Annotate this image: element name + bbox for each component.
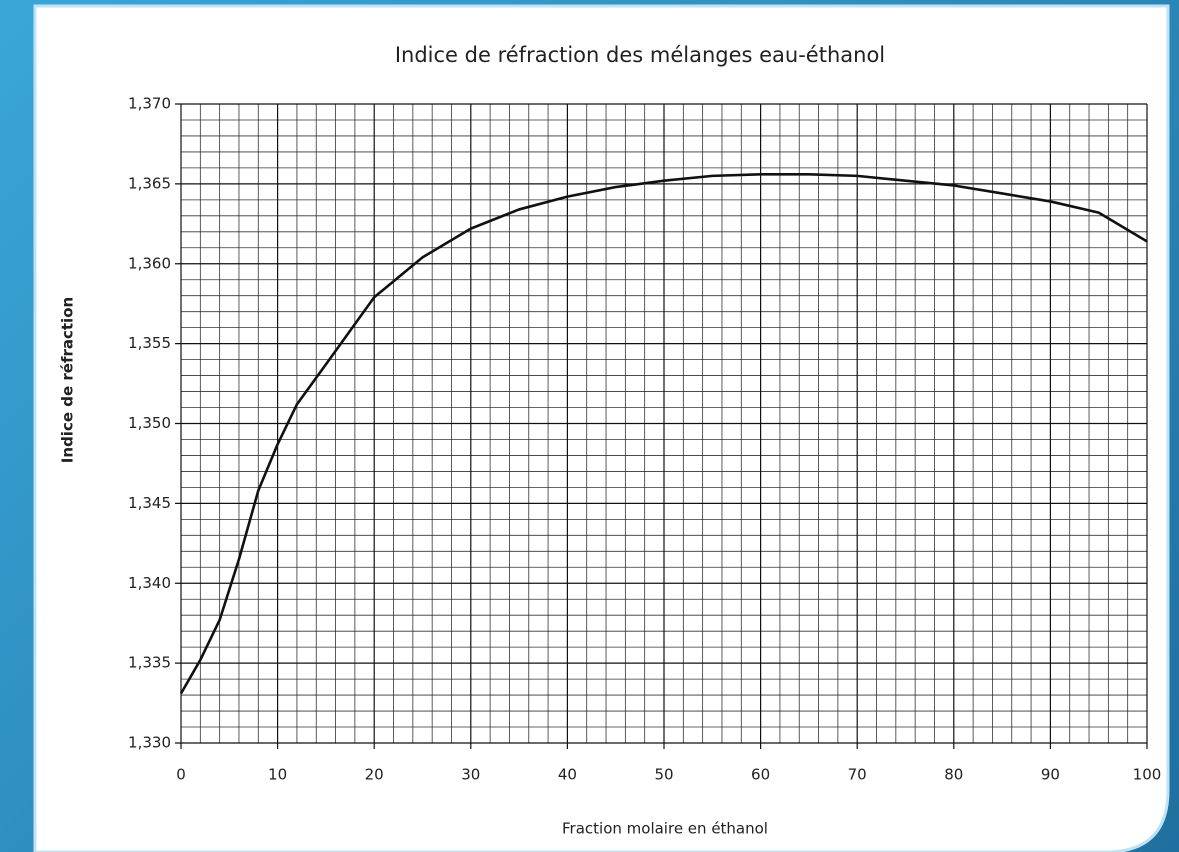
x-tick-label: 30	[461, 766, 480, 784]
y-tick-label: 1,350	[128, 414, 171, 432]
y-tick-label: 1,340	[128, 574, 171, 592]
x-tick-label: 40	[558, 766, 577, 784]
data-line	[179, 172, 1148, 695]
x-tick-label: 100	[1133, 766, 1162, 784]
x-tick-label: 10	[268, 766, 287, 784]
x-tick-label: 70	[848, 766, 867, 784]
x-tick-label: 80	[944, 766, 963, 784]
y-tick-label: 1,355	[128, 334, 171, 352]
y-tick-label: 1,345	[128, 494, 171, 512]
x-tick-label: 0	[176, 766, 186, 784]
y-tick-label: 1,330	[128, 734, 171, 752]
x-tick-label: 60	[751, 766, 770, 784]
y-tick-label: 1,335	[128, 654, 171, 672]
x-axis-label: Fraction molaire en éthanol	[562, 820, 768, 838]
y-tick-label: 1,365	[128, 174, 171, 192]
y-tick-label: 1,360	[128, 254, 171, 272]
x-tick-label: 90	[1041, 766, 1060, 784]
chart-panel	[33, 4, 1170, 852]
y-axis-label: Indice de réfraction	[59, 297, 77, 463]
x-tick-label: 20	[365, 766, 384, 784]
y-tick-label: 1,370	[128, 95, 171, 113]
chart-title: Indice de réfraction des mélanges eau-ét…	[395, 43, 885, 67]
x-tick-label: 50	[654, 766, 673, 784]
